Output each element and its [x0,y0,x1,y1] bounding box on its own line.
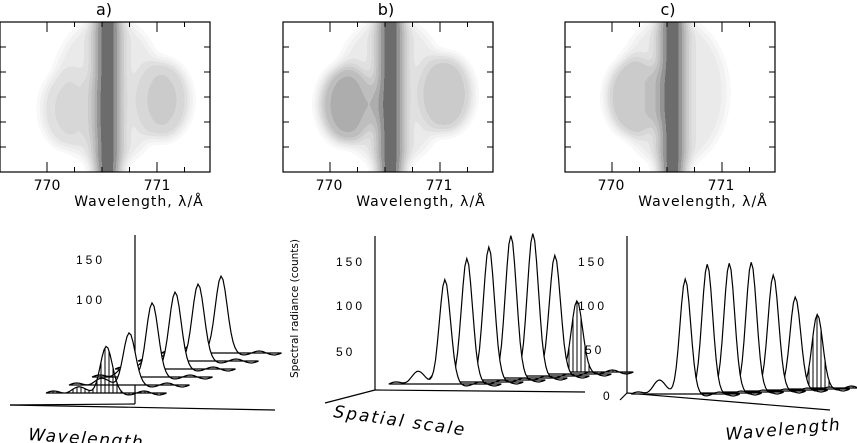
panel-c-xtick-771: 771 [708,178,735,194]
panel-e-caption: Spatial scale [332,402,467,440]
panel-c-xlabel: Wavelength, λ/Å [638,193,768,210]
panel-c-heatmap [565,22,775,172]
wing-blob [134,60,191,140]
floor-axis-back [626,392,831,411]
panel-b-xlabel: Wavelength, λ/Å [356,193,486,210]
panel-a-xtick-771: 771 [144,178,171,194]
panel-d-spectra [45,274,282,396]
panel-f-ztick-100: 100 [578,299,607,313]
panel-a-xtick-770: 770 [34,178,61,194]
panel-d: 150 100 Wavelength [9,235,282,443]
floor-axis-x [324,389,376,404]
panel-a-title: a) [96,0,112,19]
panel-b-ticks [283,22,493,172]
spectrum-line [388,277,502,387]
panel-f: 150 100 50 0 Wavelength [578,236,857,443]
spectrum-line [410,256,524,385]
panel-d-ztick-150: 150 [76,253,105,267]
panel-c-ticks [565,22,775,172]
panel-e-ztick-50: 50 [336,345,355,359]
spectrum-line [630,276,740,397]
panel-f-ztick-150: 150 [578,255,607,269]
panel-d-ztick-100: 100 [76,293,105,307]
panel-d-caption: Wavelength [28,425,145,443]
panel-b-xtick-770: 770 [316,178,343,194]
panel-e-axes [324,236,586,404]
floor-axis-back [374,389,586,393]
panel-e-spectra [388,233,634,387]
wing-blob [606,57,662,137]
panel-b-xtick-771: 771 [426,178,453,194]
panel-f-spectra [630,262,857,397]
wing-blob [417,54,474,134]
floor-axis-x [619,392,628,401]
panel-f-ztick-0: 0 [603,389,610,403]
panel-a-xlabel: Wavelength, λ/Å [74,193,204,210]
panel-f-axes [619,236,831,411]
panel-b-title: b) [378,0,394,19]
wing-blob [318,64,375,145]
panel-f-ztick-50: 50 [585,343,604,357]
panel-c: c) 770 771 Wavelength, λ/Å [564,0,776,210]
wing-blob [41,69,97,149]
line-core-dark [664,22,681,172]
panel-e-ztick-100: 100 [336,299,365,313]
line-core-dark [99,22,116,172]
panel-e-ylabel: Spectral radiance (counts) [289,239,301,378]
spectrum-line [68,331,190,388]
line-core-dark [382,22,399,172]
panel-b-heatmap [283,22,493,172]
panel-a: a) 770 771 Wavelength, λ/Å [0,0,211,210]
spectrum-hatched [45,345,167,396]
floor-axis-front [9,404,276,411]
panel-c-title: c) [660,0,675,19]
panel-c-xtick-770: 770 [598,178,625,194]
panel-a-heatmap [0,22,210,172]
panel-b: b) 770 771 Wavelength, λ/Å [282,0,494,210]
panel-e-ztick-150: 150 [336,255,365,269]
panel-a-ticks [0,22,210,172]
panel-f-caption: Wavelength [725,415,842,443]
